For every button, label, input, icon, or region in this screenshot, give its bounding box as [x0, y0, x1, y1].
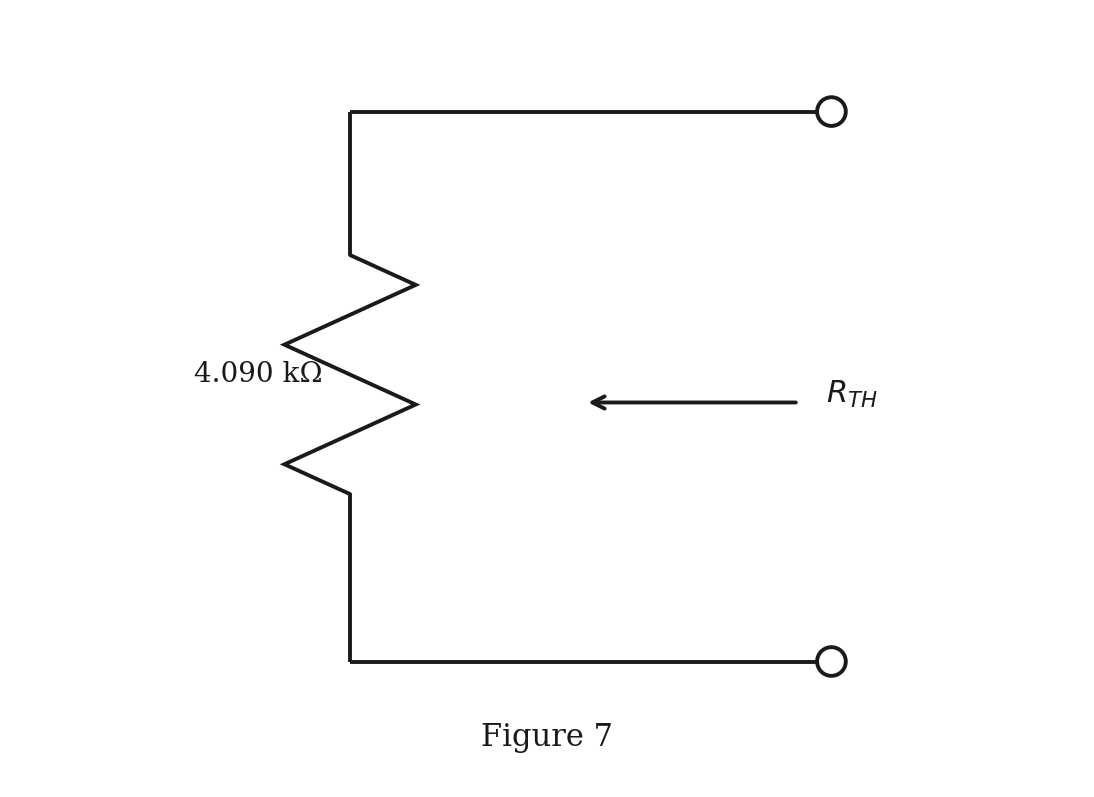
Ellipse shape [817, 97, 846, 126]
Text: 4.090 kΩ: 4.090 kΩ [195, 361, 323, 388]
Text: Figure 7: Figure 7 [481, 722, 613, 753]
Ellipse shape [817, 647, 846, 676]
Text: $R_{TH}$: $R_{TH}$ [826, 379, 877, 410]
